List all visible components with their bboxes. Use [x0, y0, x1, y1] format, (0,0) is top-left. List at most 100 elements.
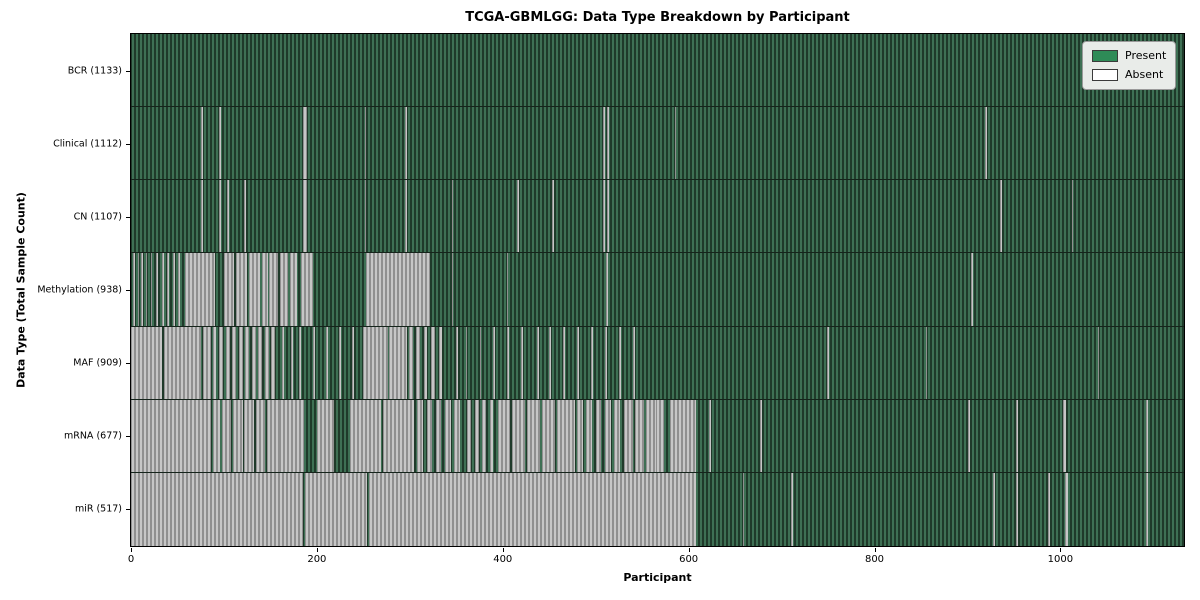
- absent-segment: [236, 253, 248, 326]
- absent-segment: [999, 180, 1002, 253]
- row-methylation: [131, 253, 1184, 327]
- absent-segment: [282, 326, 285, 399]
- legend-item-absent: Absent: [1092, 67, 1166, 83]
- absent-segment: [537, 326, 539, 399]
- absent-segment: [516, 180, 519, 253]
- absent-segment: [465, 326, 468, 399]
- absent-segment: [656, 399, 665, 472]
- absent-segment: [507, 326, 510, 399]
- absent-segment: [1071, 180, 1074, 253]
- absent-segment: [290, 326, 293, 399]
- absent-segment: [604, 399, 611, 472]
- x-tick-label-600: 600: [679, 554, 699, 565]
- absent-segment: [200, 107, 203, 180]
- absent-segment: [163, 326, 201, 399]
- absent-segment: [251, 326, 256, 399]
- absent-segment: [131, 399, 211, 472]
- absent-segment: [431, 326, 435, 399]
- absent-segment: [674, 107, 676, 180]
- absent-segment: [368, 472, 697, 546]
- absent-segment: [219, 326, 223, 399]
- absent-segment: [595, 399, 602, 472]
- absent-segment: [219, 180, 222, 253]
- absent-segment: [405, 180, 407, 253]
- absent-segment: [498, 399, 511, 472]
- absent-segment: [1015, 472, 1018, 546]
- absent-segment: [968, 399, 971, 472]
- absent-segment: [985, 107, 987, 180]
- absent-segment: [632, 326, 635, 399]
- x-tick: [131, 548, 132, 552]
- absent-segment: [426, 399, 433, 472]
- row-maf: [131, 326, 1184, 400]
- legend-label-absent: Absent: [1125, 68, 1164, 81]
- absent-segment: [271, 326, 276, 399]
- absent-segment: [244, 399, 254, 472]
- absent-segment: [456, 326, 459, 399]
- absent-segment: [604, 326, 607, 399]
- absent-segment: [760, 399, 763, 472]
- absent-segment: [212, 399, 221, 472]
- absent-segment: [382, 399, 415, 472]
- absent-segment: [363, 326, 388, 399]
- y-tick-label-methylation: Methylation (938): [37, 284, 122, 296]
- absent-segment: [971, 253, 973, 326]
- absent-segment: [454, 399, 460, 472]
- absent-segment: [289, 253, 298, 326]
- absent-segment: [423, 326, 428, 399]
- absent-segment: [827, 326, 829, 399]
- absent-segment: [489, 399, 494, 472]
- absent-segment: [591, 326, 593, 399]
- absent-segment: [238, 326, 243, 399]
- absent-segment: [266, 399, 280, 472]
- absent-segment: [167, 253, 170, 326]
- absent-segment: [1048, 472, 1051, 546]
- x-tick: [316, 548, 318, 552]
- absent-segment: [603, 107, 605, 180]
- absent-segment: [200, 180, 203, 253]
- absent-segment: [552, 180, 554, 253]
- x-tick-label-800: 800: [864, 554, 885, 565]
- absent-segment: [742, 472, 745, 546]
- absent-segment: [389, 326, 408, 399]
- absent-segment: [313, 326, 315, 399]
- absent-segment: [350, 399, 381, 472]
- absent-segment: [586, 399, 592, 472]
- absent-segment: [451, 180, 454, 253]
- absent-segment: [507, 253, 509, 326]
- absent-segment: [223, 253, 235, 326]
- absent-segment: [262, 253, 268, 326]
- absent-segment: [178, 253, 181, 326]
- absent-segment: [549, 326, 552, 399]
- row-clinical: [131, 107, 1184, 181]
- absent-segment: [365, 180, 367, 253]
- absent-segment: [131, 472, 303, 546]
- x-tick-label-200: 200: [307, 554, 327, 565]
- absent-segment: [790, 472, 793, 546]
- absent-segment: [634, 399, 644, 472]
- absent-segment: [438, 326, 443, 399]
- plot-area: [130, 33, 1185, 547]
- x-tick-label-1000: 1000: [1047, 554, 1074, 565]
- absent-segment: [366, 253, 431, 326]
- y-tick: [126, 509, 130, 511]
- absent-segment: [405, 107, 407, 180]
- absent-segment: [249, 253, 261, 326]
- absent-segment: [408, 326, 413, 399]
- absent-segment: [279, 399, 304, 472]
- y-tick-label-clinical: Clinical (1112): [53, 138, 122, 150]
- absent-segment: [482, 399, 486, 472]
- absent-segment: [467, 399, 472, 472]
- absent-segment: [645, 399, 657, 472]
- absent-segment: [445, 399, 451, 472]
- absent-segment: [709, 399, 711, 472]
- absent-segment: [150, 253, 153, 326]
- absent-segment: [232, 326, 236, 399]
- absent-segment: [606, 180, 609, 253]
- x-tick-label-400: 400: [493, 554, 513, 565]
- absent-segment: [269, 253, 278, 326]
- absent-segment: [352, 326, 355, 399]
- legend: Present Absent: [1082, 41, 1177, 90]
- absent-segment: [556, 399, 576, 472]
- absent-segment: [493, 326, 496, 399]
